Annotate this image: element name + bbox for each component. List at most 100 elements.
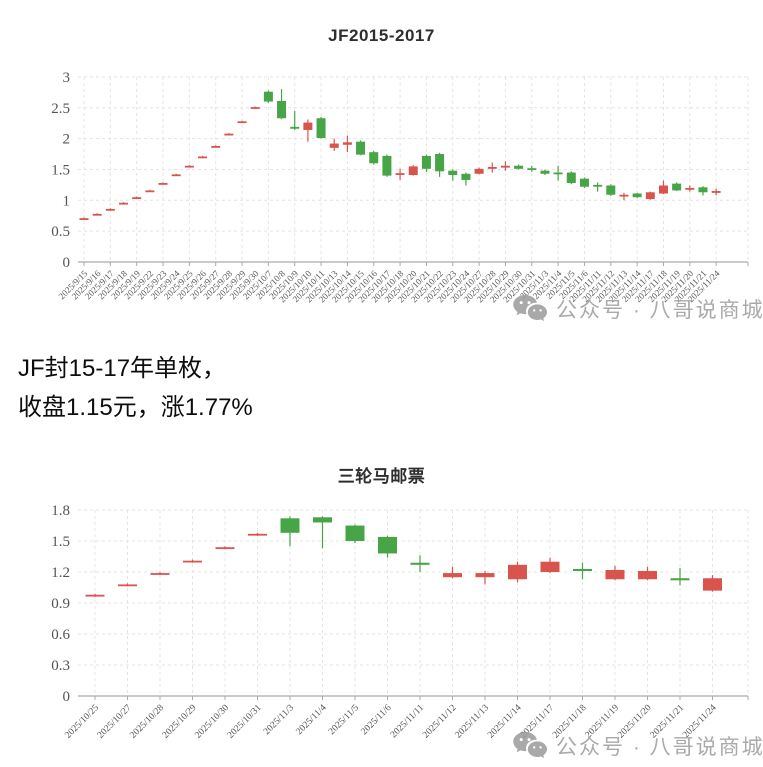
candle-body [672,183,682,191]
x-tick-label: 2025/10/27 [96,703,134,741]
candle-body [250,107,260,109]
candle-body [475,573,495,578]
candle-body [150,573,170,575]
y-tick-label: 1.5 [51,162,70,178]
candle-body [277,100,287,119]
candles [79,89,721,220]
candle-body [711,191,721,193]
axis-ticks [83,262,749,266]
candles [85,516,722,597]
y-tick-label: 0.3 [51,658,70,674]
chart1-canvas: 0 0.5 1 1.5 2 2.5 3 2025/9/15 2025/9/16 2025/9/17… [0,0,763,345]
watermark-text: 公众号 · 八哥说商城 [556,736,763,759]
y-axis-labels: 0 0.3 0.6 0.9 1.2 1.5 1.8 [51,503,70,705]
candle-body [527,168,537,171]
candlestick-svg: 0 0.5 1 1.5 2 2.5 3 2025/9/152025/9/162025/9/17… [51,70,749,304]
axis-ticks [94,696,749,700]
candle-body [119,202,129,205]
candle-body [461,173,471,180]
chart1-title: JF2015-2017 [328,26,435,45]
y-tick-label: 0 [63,255,71,271]
candle-body [237,121,247,124]
x-tick-label: 2025/10/31 [226,703,264,741]
candle-body [645,192,655,200]
candle-body [448,170,458,176]
candle-body [345,525,365,542]
candle-body [421,155,431,169]
y-tick-label: 0.5 [51,224,70,240]
candle-body [698,187,708,193]
summary-line1: JF封15-17年单枚， [18,355,227,382]
x-tick-label: 2025/10/28 [128,703,166,741]
x-tick-label: 2025/11/3 [262,703,296,737]
candle-body [395,173,405,175]
candle-body [606,185,616,195]
candle-body [211,146,221,148]
candle-body [540,561,560,573]
y-tick-label: 0 [63,689,71,705]
chart2-title: 三轮马邮票 [337,467,426,486]
y-tick-label: 1.2 [51,565,70,581]
candle-body [342,142,352,145]
candle-body [638,571,657,580]
x-axis-labels: 2025/9/152025/9/162025/9/172025/9/182025… [57,268,722,304]
x-tick-label: 2025/11/12 [421,703,459,741]
candle-body [566,172,576,184]
y-tick-label: 3 [63,70,71,86]
candle-body [92,213,102,216]
x-tick-label: 2025/11/5 [327,703,361,737]
y-tick-label: 0.6 [51,627,70,643]
candle-body [158,183,168,185]
candle-body [313,517,332,523]
x-tick-label: 2025/11/4 [295,703,329,737]
x-tick-label: 2025/11/13 [454,703,492,741]
candle-body [303,122,313,130]
candle-body [378,536,397,554]
candle-body [553,172,563,175]
candle-body [329,143,339,148]
candle-body [215,547,235,550]
y-axis-labels: 0 0.5 1 1.5 2 2.5 3 [51,70,70,271]
candle-body [514,165,524,169]
candle-body [105,208,115,211]
candle-body [605,569,625,580]
x-tick-label: 2025/10/30 [193,703,231,741]
candle-body [593,184,603,187]
candle-body [579,178,589,187]
candle-body [171,174,181,177]
candle-body [183,560,202,563]
candle-body [658,185,668,194]
candle-body [316,118,326,138]
y-tick-label: 1.5 [51,534,70,550]
candle-body [500,165,510,168]
candle-body [85,594,105,597]
candle-body [410,562,430,565]
watermark-bottom: 公众号 · 八哥说商城 [512,731,763,761]
candle-body [408,166,418,176]
candlestick-svg: 00.30.60.91.21.51.82025/10/252025/10/272… [51,503,749,741]
candle-body [248,533,267,536]
summary-text: JF封15-17年单枚， 收盘1.15元，涨1.77% [18,349,253,427]
candle-body [382,155,392,176]
candle-body [632,193,642,198]
candle-body [224,133,234,136]
candle-body [145,190,155,193]
candle-body [263,91,273,102]
candle-body [443,573,462,578]
x-tick-label: 2025/10/25 [63,703,101,741]
candle-body [474,168,484,174]
candle-body [118,584,137,587]
candle-body [703,578,722,591]
candle-body [540,170,550,174]
summary-line2: 收盘1.15元，涨1.77% [18,394,253,421]
candle-body [198,156,208,159]
y-tick-label: 0.9 [51,596,70,612]
candle-body [487,166,497,169]
chart2-canvas: 0 0.3 0.6 0.9 1.2 1.5 1.8 2025/10/25 2025/10/27 2… [0,460,763,767]
x-tick-label: 2025/10/29 [161,703,199,741]
wechat-icon [513,732,547,759]
y-tick-label: 2 [63,132,71,148]
candle-body [132,197,142,200]
candle-body [184,165,194,168]
